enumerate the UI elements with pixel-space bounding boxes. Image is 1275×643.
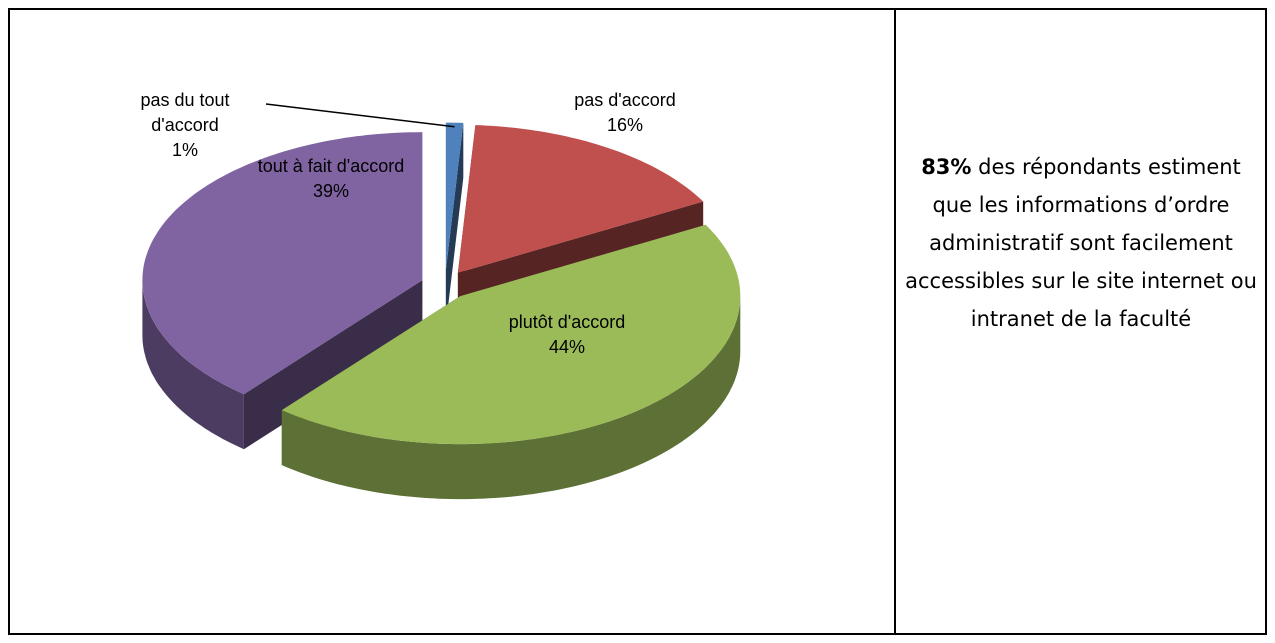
data-label: tout à fait d'accord 39% — [246, 154, 416, 204]
pie-slice — [142, 132, 423, 395]
cell-divider — [894, 10, 896, 633]
table-frame — [8, 8, 1267, 635]
label-value: 39% — [312, 181, 350, 201]
slice-side — [142, 280, 244, 450]
label-category: plutôt d'accord — [508, 312, 626, 332]
data-label: pas du tout d'accord 1% — [110, 88, 260, 163]
pie-slice — [445, 122, 464, 271]
note: 83% des répondants estiment que les info… — [900, 148, 1262, 338]
data-label: plutôt d'accord 44% — [482, 310, 652, 360]
leader-line — [265, 103, 455, 128]
slice-cut-face — [445, 122, 464, 326]
note-highlight: 83% — [921, 155, 972, 179]
note-text: des répondants estiment que les informat… — [905, 155, 1257, 331]
label-category: pas du tout d'accord — [140, 90, 230, 135]
label-value: 44% — [548, 337, 586, 357]
pie-slice — [281, 224, 741, 445]
label-category: pas d'accord — [574, 90, 676, 110]
pie-slice — [457, 125, 704, 273]
slice-side — [281, 296, 741, 500]
chart — [142, 103, 741, 500]
label-category: tout à fait d'accord — [257, 156, 405, 176]
label-value: 1% — [171, 140, 198, 160]
data-label: pas d'accord 16% — [540, 88, 710, 138]
label-value: 16% — [606, 115, 644, 135]
